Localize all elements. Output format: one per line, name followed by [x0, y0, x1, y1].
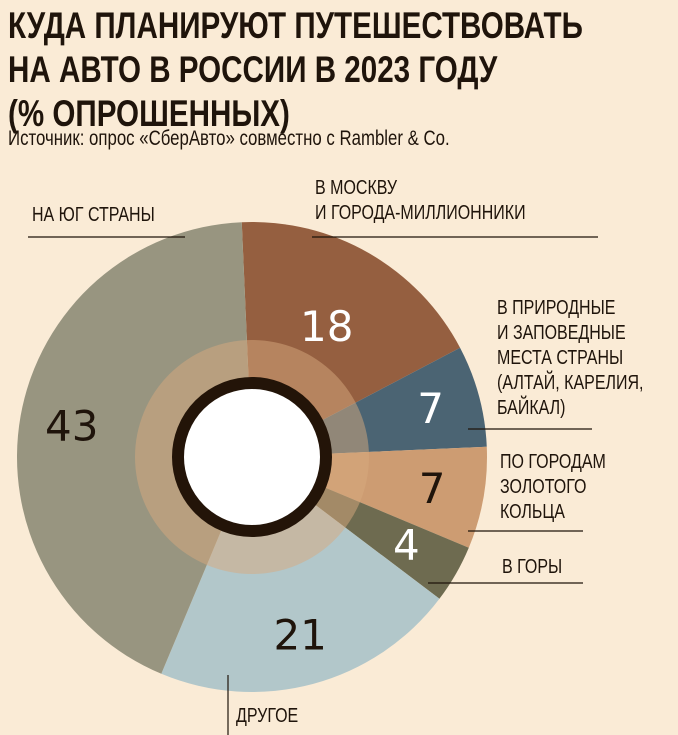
label-line: ЗОЛОТОГО: [500, 476, 587, 498]
label-line: БАЙКАЛ): [497, 397, 566, 419]
label-line: ПО ГОРОДАМ: [500, 451, 606, 473]
center-ring: [172, 377, 332, 537]
label-mountains: В ГОРЫ: [502, 555, 577, 580]
label-line: (АЛТАЙ, КАРЕЛИЯ,: [497, 372, 644, 394]
label-line: НА ЮГ СТРАНЫ: [32, 204, 155, 226]
slice-value-label: 7: [417, 384, 444, 433]
slice-value-label: 7: [419, 464, 446, 513]
label-line: И ГОРОДА-МИЛЛИОННИКИ: [315, 202, 526, 224]
chart-title: КУДА ПЛАНИРУЮТ ПУТЕШЕСТВОВАТЬ НА АВТО В …: [8, 4, 678, 136]
label-line: И ЗАПОВЕДНЫЕ: [497, 322, 626, 344]
label-moscow: В МОСКВУ И ГОРОДА-МИЛЛИОННИКИ: [315, 176, 578, 226]
slice-value-label: 21: [273, 611, 326, 660]
slice-value-label: 18: [300, 302, 353, 351]
donut-slice: [17, 222, 253, 674]
source-text: Источник: опрос «СберАвто» совместно с R…: [8, 127, 450, 150]
title-line: КУДА ПЛАНИРУЮТ ПУТЕШЕСТВОВАТЬ: [8, 5, 583, 46]
label-other: ДРУГОЕ: [236, 704, 314, 729]
label-south: НА ЮГ СТРАНЫ: [32, 203, 185, 228]
label-line: КОЛЬЦА: [500, 501, 565, 523]
label-line: МЕСТА СТРАНЫ: [497, 347, 624, 369]
label-line: ДРУГОЕ: [236, 705, 299, 727]
title-line: (% ОПРОШЕННЫХ): [8, 93, 290, 134]
label-line: В ПРИРОДНЫЕ: [497, 297, 616, 319]
label-golden-ring: ПО ГОРОДАМ ЗОЛОТОГО КОЛЬЦА: [500, 450, 632, 525]
slice-value-label: 43: [45, 401, 98, 450]
source-note: Источник: опрос «СберАвто» совместно с R…: [8, 127, 560, 151]
label-line: В МОСКВУ: [315, 177, 398, 199]
label-nature: В ПРИРОДНЫЕ И ЗАПОВЕДНЫЕ МЕСТА СТРАНЫ (А…: [497, 296, 678, 421]
label-line: В ГОРЫ: [502, 556, 563, 578]
title-line: НА АВТО В РОССИИ В 2023 ГОДУ: [8, 49, 498, 90]
slice-value-label: 4: [393, 521, 420, 570]
